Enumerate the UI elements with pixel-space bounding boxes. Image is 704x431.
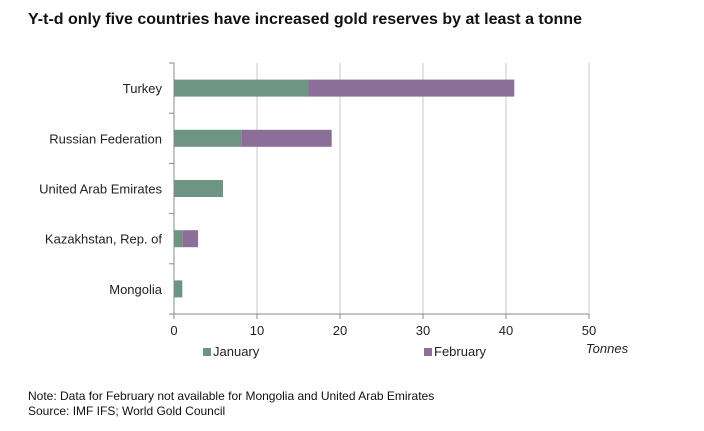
- source-text: Source: IMF IFS; World Gold Council: [28, 404, 226, 418]
- y-category-label: Turkey: [123, 81, 163, 96]
- bar-january-0: [174, 79, 309, 97]
- bar-february-0: [308, 79, 515, 97]
- chart-notes: Note: Data for February not available fo…: [28, 389, 434, 419]
- y-category-label: Kazakhstan, Rep. of: [45, 232, 162, 247]
- bar-february-3: [182, 230, 199, 248]
- bar-january-1: [174, 129, 242, 147]
- legend-swatch-february: [424, 348, 432, 356]
- bar-february-1: [241, 129, 332, 147]
- bar-january-2: [174, 180, 223, 197]
- bars: [174, 79, 515, 298]
- x-tick-label: 20: [333, 323, 347, 338]
- x-tick-label: 40: [499, 323, 513, 338]
- x-axis-title: Tonnes: [586, 341, 629, 356]
- x-tick-label: 0: [170, 323, 177, 338]
- x-tick-label: 30: [416, 323, 430, 338]
- bar-january-4: [174, 280, 183, 298]
- legend: January February: [203, 344, 487, 359]
- chart-title: Y-t-d only five countries have increased…: [28, 11, 582, 28]
- gridlines: [256, 63, 590, 314]
- y-category-label: Mongolia: [109, 282, 163, 297]
- axes: 0 10 20 30 40 50 Tonnes Turkey Russian Federatio…: [39, 62, 629, 356]
- legend-label-january: January: [213, 344, 260, 359]
- legend-swatch-january: [203, 348, 211, 356]
- x-tick-label: 50: [582, 323, 596, 338]
- y-category-label: United Arab Emirates: [39, 182, 162, 197]
- x-tick-label: 10: [250, 323, 264, 338]
- y-category-label: Russian Federation: [49, 131, 162, 146]
- legend-label-february: February: [434, 344, 487, 359]
- bar-january-3: [174, 230, 183, 248]
- note-text: Note: Data for February not available fo…: [28, 389, 435, 403]
